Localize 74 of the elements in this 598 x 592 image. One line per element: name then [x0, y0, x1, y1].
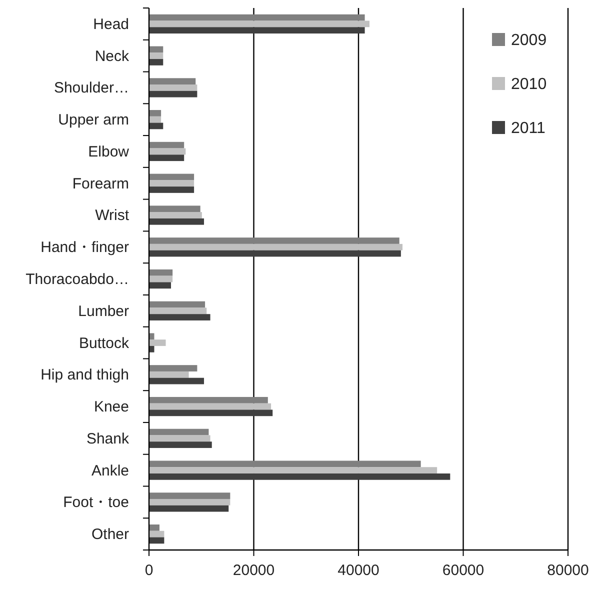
- y-tick-label: Other: [91, 526, 130, 544]
- y-tick-label: Forearm: [72, 175, 129, 192]
- bar: [149, 46, 164, 53]
- y-tick-label: Foot・toe: [63, 494, 129, 512]
- bar: [149, 428, 209, 436]
- bar: [149, 410, 273, 416]
- y-tick-label: Wrist: [95, 207, 130, 224]
- bar: [149, 282, 171, 289]
- bar: [149, 218, 204, 225]
- bar: [149, 467, 438, 474]
- bar: [149, 154, 184, 162]
- bar: [149, 122, 164, 130]
- y-tick-label: Buttock: [78, 334, 130, 352]
- y-tick-label: Upper arm: [58, 112, 129, 129]
- bar: [149, 435, 210, 442]
- bar: [149, 473, 450, 480]
- bar: [149, 505, 229, 512]
- bar: [149, 460, 421, 468]
- bar: [149, 20, 370, 28]
- bar: [149, 116, 162, 123]
- y-tick-label: Head: [93, 16, 129, 33]
- bar: [149, 142, 184, 148]
- bar: [149, 492, 230, 499]
- bar: [149, 276, 173, 282]
- y-tick-label: Shoulder…: [54, 80, 129, 97]
- y-tick-label: Knee: [94, 398, 129, 416]
- bar: [149, 378, 204, 384]
- bar: [149, 371, 189, 378]
- y-tick-label: Ankle: [91, 462, 129, 480]
- bar: [149, 52, 164, 60]
- y-tick-label: Thoracoabdo…: [26, 271, 129, 288]
- legend-label: 2011: [511, 120, 546, 137]
- x-tick-label: 80000: [547, 562, 589, 579]
- bar: [149, 442, 212, 448]
- bar: [149, 212, 202, 218]
- x-tick-label: 0: [144, 562, 154, 579]
- bar: [149, 537, 164, 544]
- x-tick-label: 20000: [232, 562, 275, 579]
- bar: [149, 269, 173, 276]
- bar: [149, 244, 402, 250]
- bar: [149, 250, 401, 257]
- bar: [149, 206, 200, 212]
- y-tick-label: Shank: [86, 430, 130, 448]
- bar: [149, 403, 272, 410]
- bar: [149, 314, 210, 320]
- bar: [149, 186, 194, 193]
- bar: [149, 174, 194, 180]
- bar: [149, 308, 207, 314]
- bar: [149, 78, 196, 85]
- legend-label: 2009: [511, 32, 547, 49]
- bar: [149, 27, 365, 34]
- bar: [149, 84, 198, 91]
- bar: [149, 524, 160, 531]
- bar: [149, 14, 365, 21]
- bar: [149, 238, 400, 244]
- bar: [149, 498, 230, 506]
- bar: [149, 110, 162, 116]
- bar: [149, 180, 194, 187]
- bar: [149, 301, 206, 308]
- legend-label: 2010: [511, 76, 547, 93]
- bar: [149, 396, 268, 404]
- y-tick-label: Hand・finger: [40, 239, 129, 256]
- y-tick-label: Neck: [94, 48, 130, 65]
- y-tick-label: Elbow: [88, 143, 130, 160]
- x-tick-label: 60000: [442, 562, 484, 579]
- y-tick-label: Lumber: [78, 302, 130, 320]
- bar: [149, 365, 198, 372]
- x-tick-label: 40000: [338, 562, 380, 579]
- bar: [149, 148, 186, 155]
- y-tick-label: Hip and thigh: [40, 366, 129, 384]
- bar: [149, 340, 166, 346]
- bar: [149, 90, 198, 98]
- bar: [149, 59, 164, 66]
- bar: [149, 530, 164, 538]
